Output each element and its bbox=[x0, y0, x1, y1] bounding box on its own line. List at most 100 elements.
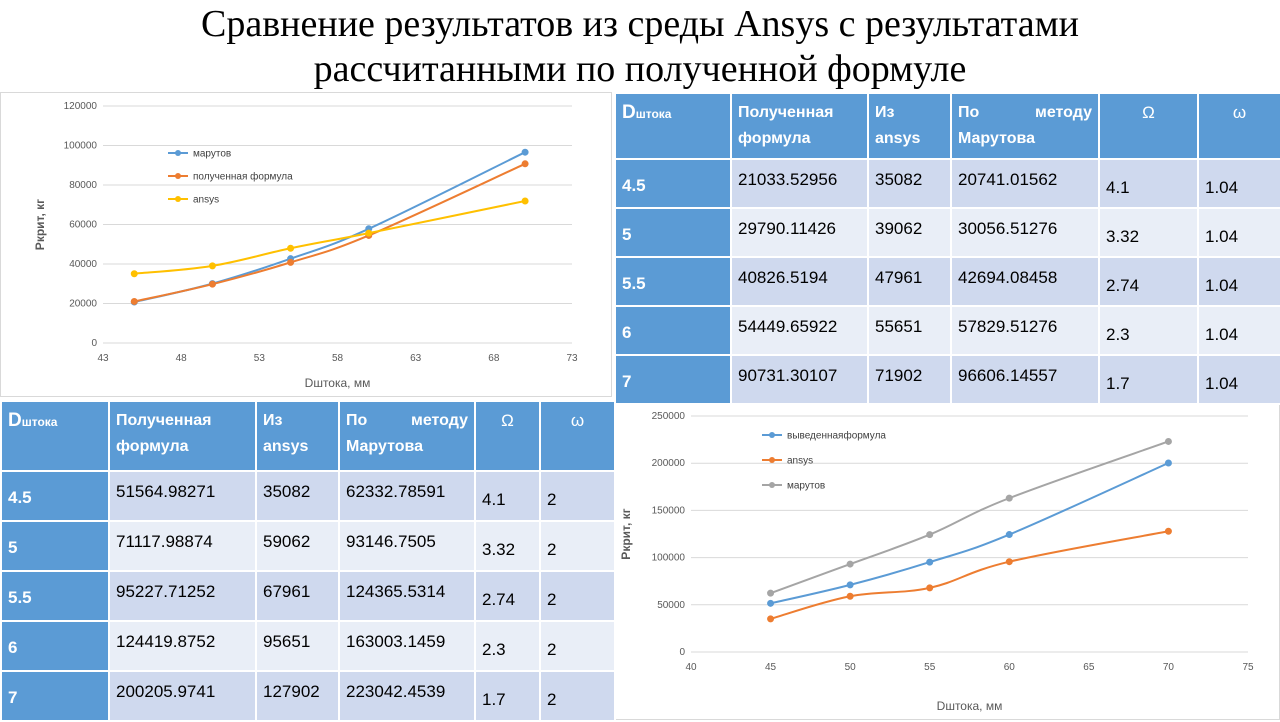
table-row: 6 124419.8752 95651 163003.1459 2.3 2 bbox=[0, 620, 616, 672]
slide-title-line2: рассчитанными по полученной формуле bbox=[313, 48, 967, 90]
y-tick-label: 80000 bbox=[69, 180, 97, 191]
legend-swatch-marker bbox=[175, 150, 181, 156]
cell-omega: 1.04 bbox=[1197, 305, 1280, 356]
cell-ansys: 35082 bbox=[255, 470, 340, 522]
legend-label: ansys bbox=[787, 456, 813, 467]
cell-ansys: 71902 bbox=[867, 354, 952, 405]
data-point bbox=[1164, 459, 1172, 467]
y-tick-label: 200000 bbox=[652, 458, 686, 469]
cell-omega: 2 bbox=[539, 670, 616, 722]
header-marutov: По методу Марутова bbox=[950, 92, 1100, 160]
y-tick-label: 120000 bbox=[64, 101, 98, 112]
y-tick-label: 100000 bbox=[64, 141, 98, 152]
table-row: 4.5 21033.52956 35082 20741.01562 4.1 1.04 bbox=[614, 158, 1280, 209]
y-tick-label: 100000 bbox=[652, 553, 686, 564]
x-tick-label: 73 bbox=[566, 353, 578, 364]
cell-ansys: 35082 bbox=[867, 158, 952, 209]
header-omega-lower: ω bbox=[539, 400, 616, 472]
cell-formula: 95227.71252 bbox=[108, 570, 257, 622]
cell-marutov: 62332.78591 bbox=[338, 470, 476, 522]
series-line bbox=[134, 200, 526, 275]
header-omega-upper: Ω bbox=[1098, 92, 1199, 160]
cell-omega: 1.04 bbox=[1197, 256, 1280, 307]
legend-label: ansys bbox=[193, 195, 219, 206]
cell-omega: 4.1 bbox=[1098, 158, 1199, 209]
cell-marutov: 124365.5314 bbox=[338, 570, 476, 622]
cell-d: 7 bbox=[0, 670, 110, 722]
cell-marutov: 57829.51276 bbox=[950, 305, 1100, 356]
slide-title: Сравнение результатов из среды Ansys с р… bbox=[0, 2, 1280, 92]
cell-omega: 1.7 bbox=[1098, 354, 1199, 405]
x-axis-label: Dштока, мм bbox=[305, 376, 371, 390]
cell-marutov: 223042.4539 bbox=[338, 670, 476, 722]
slide-title-line1: Сравнение результатов из среды Ansys с р… bbox=[201, 3, 1079, 45]
data-point bbox=[767, 599, 775, 607]
cell-omega: 2 bbox=[539, 570, 616, 622]
data-point bbox=[287, 244, 295, 252]
cell-omega: 2.74 bbox=[474, 570, 541, 622]
cell-ansys: 55651 bbox=[867, 305, 952, 356]
x-tick-label: 55 bbox=[924, 662, 936, 673]
data-point bbox=[846, 581, 854, 589]
table-row: 5 71117.98874 59062 93146.7505 3.32 2 bbox=[0, 520, 616, 572]
legend-label: марутов bbox=[787, 481, 825, 492]
cell-formula: 29790.11426 bbox=[730, 207, 869, 258]
chart-frame bbox=[612, 402, 1280, 720]
y-tick-label: 60000 bbox=[69, 220, 97, 231]
header-ansys: Из ansys bbox=[867, 92, 952, 160]
cell-omega: 1.7 bbox=[474, 670, 541, 722]
cell-ansys: 47961 bbox=[867, 256, 952, 307]
cell-omega: 3.32 bbox=[474, 520, 541, 572]
cell-omega: 2.3 bbox=[1098, 305, 1199, 356]
cell-formula: 21033.52956 bbox=[730, 158, 869, 209]
chart-bottom-right: 0 50000 100000 150000 200000 250000 40 45 50 55 60… bbox=[612, 402, 1280, 720]
cell-omega: 1.04 bbox=[1197, 158, 1280, 209]
x-tick-label: 58 bbox=[332, 353, 344, 364]
x-tick-label: 48 bbox=[176, 353, 188, 364]
data-point bbox=[208, 280, 216, 288]
cell-omega: 2.3 bbox=[474, 620, 541, 672]
cell-ansys: 95651 bbox=[255, 620, 340, 672]
table-row: 5 29790.11426 39062 30056.51276 3.32 1.04 bbox=[614, 207, 1280, 258]
series-line bbox=[770, 462, 1169, 605]
y-axis-label: Ркрит, кг bbox=[619, 508, 633, 559]
cell-ansys: 67961 bbox=[255, 570, 340, 622]
table-row: 5.5 40826.5194 47961 42694.08458 2.74 1.04 bbox=[614, 256, 1280, 307]
data-point bbox=[846, 592, 854, 600]
legend-label: выведеннаяформула bbox=[787, 430, 886, 442]
cell-formula: 71117.98874 bbox=[108, 520, 257, 572]
cell-formula: 54449.65922 bbox=[730, 305, 869, 356]
data-point bbox=[130, 270, 138, 278]
data-point bbox=[767, 589, 775, 597]
legend-label: полученная формула bbox=[193, 171, 293, 183]
x-tick-label: 65 bbox=[1083, 662, 1095, 673]
x-tick-label: 70 bbox=[1163, 662, 1175, 673]
cell-d: 5 bbox=[0, 520, 110, 572]
header-omega-lower: ω bbox=[1197, 92, 1280, 160]
x-tick-label: 63 bbox=[410, 353, 422, 364]
legend-swatch-marker bbox=[769, 482, 775, 488]
x-tick-label: 45 bbox=[765, 662, 777, 673]
table-row: 7 200205.9741 127902 223042.4539 1.7 2 bbox=[0, 670, 616, 722]
cell-marutov: 20741.01562 bbox=[950, 158, 1100, 209]
cell-d: 5.5 bbox=[0, 570, 110, 622]
x-tick-label: 43 bbox=[97, 353, 109, 364]
table-row: 7 90731.30107 71902 96606.14557 1.7 1.04 bbox=[614, 354, 1280, 405]
cell-formula: 51564.98271 bbox=[108, 470, 257, 522]
cell-omega: 3.32 bbox=[1098, 207, 1199, 258]
data-point bbox=[926, 531, 934, 539]
data-point bbox=[521, 197, 529, 205]
header-ansys: Из ansys bbox=[255, 400, 340, 472]
cell-marutov: 163003.1459 bbox=[338, 620, 476, 672]
data-point bbox=[926, 584, 934, 592]
table-row: 4.5 51564.98271 35082 62332.78591 4.1 2 bbox=[0, 470, 616, 522]
series-line bbox=[134, 162, 526, 303]
results-table-bottom: Dштока Полученная формула Из ansys По мето… bbox=[0, 400, 616, 722]
cell-formula: 200205.9741 bbox=[108, 670, 257, 722]
y-axis-label: Ркрит, кг bbox=[33, 199, 47, 250]
header-d-shtoka: Dштока bbox=[614, 92, 732, 160]
cell-marutov: 42694.08458 bbox=[950, 256, 1100, 307]
y-tick-label: 250000 bbox=[652, 411, 686, 422]
x-tick-label: 50 bbox=[845, 662, 857, 673]
data-point bbox=[1005, 494, 1013, 502]
